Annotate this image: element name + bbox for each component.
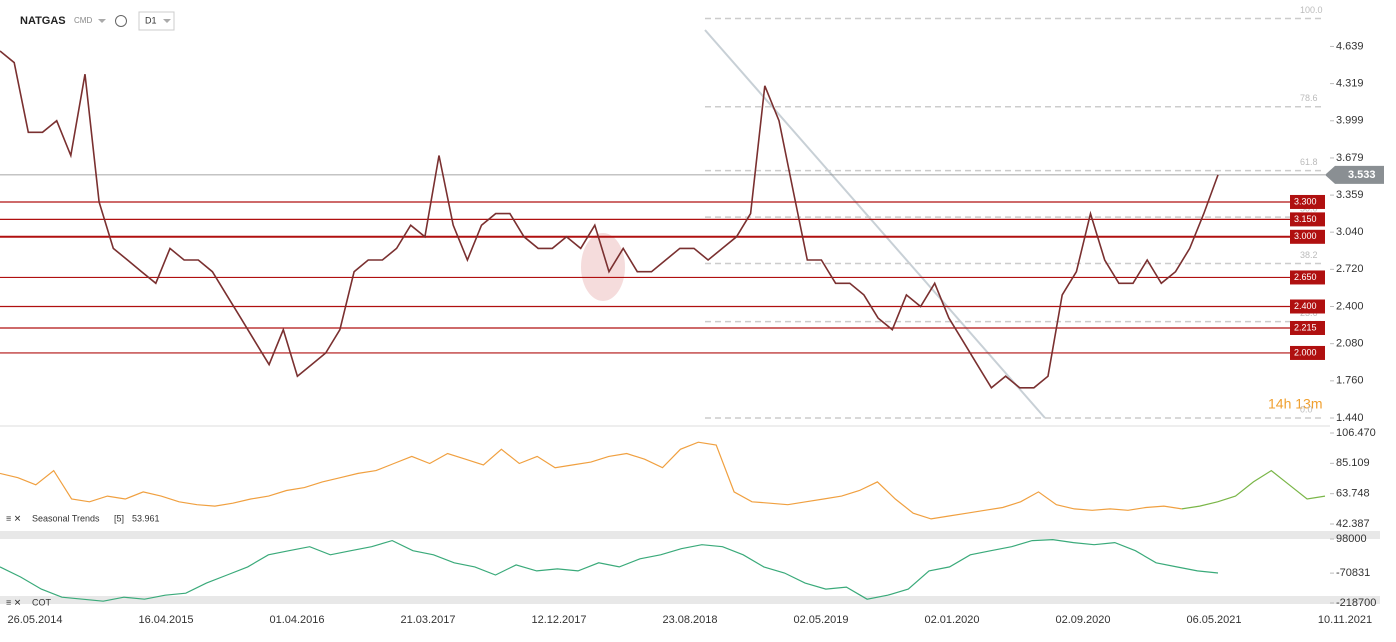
dropdown-arrow[interactable] (98, 19, 106, 23)
dropdown-arrow[interactable] (163, 19, 171, 23)
level-label: 2.000 (1294, 347, 1317, 357)
y-tick-label: 3.679 (1336, 152, 1364, 164)
cot-icon[interactable]: ≡ ✕ (6, 597, 21, 607)
interval-select[interactable] (138, 11, 175, 31)
x-tick-label: 02.05.2019 (793, 614, 848, 626)
y-tick-label: 3.999 (1336, 115, 1364, 127)
series-line (1181, 469, 1326, 510)
level-tag (1290, 299, 1325, 314)
fib-label: 100.0 (1300, 5, 1323, 15)
y-tick-label: 106.470 (1336, 427, 1376, 439)
x-tick-label: 21.03.2017 (400, 614, 455, 626)
level-label: 2.215 (1294, 322, 1317, 332)
series-line (0, 441, 1182, 520)
seasonal-value: 53.961 (132, 513, 160, 523)
interval[interactable]: D1 (145, 15, 157, 25)
y-tick-label: 2.400 (1336, 300, 1364, 312)
series-line (0, 50, 1219, 389)
level-label: 3.000 (1294, 231, 1317, 241)
fib-label: 61.8 (1300, 157, 1318, 167)
level-label: 2.400 (1294, 301, 1317, 311)
current-price-label: 3.533 (1348, 169, 1376, 181)
fib-label: 78.6 (1300, 93, 1318, 103)
level-label: 3.300 (1294, 196, 1317, 206)
info-icon[interactable] (115, 15, 127, 27)
level-tag (1290, 229, 1325, 244)
symbol[interactable]: NATGAS (20, 15, 66, 27)
y-tick-label: 2.080 (1336, 338, 1364, 350)
countdown: 14h 13m (1268, 396, 1322, 412)
fib-label: 0.0 (1300, 404, 1313, 414)
y-tick-label: 1.440 (1336, 412, 1364, 424)
y-tick-label: 1.760 (1336, 375, 1364, 387)
current-price-tag (1325, 165, 1384, 184)
y-tick-label: -70831 (1336, 567, 1370, 579)
x-tick-label: 02.09.2020 (1055, 614, 1110, 626)
y-tick-label: 3.040 (1336, 226, 1364, 238)
level-label: 3.150 (1294, 214, 1317, 224)
y-tick-label: 2.720 (1336, 263, 1364, 275)
x-tick-label: 26.05.2014 (7, 614, 62, 626)
market: CMD (74, 16, 92, 25)
x-tick-label: 12.12.2017 (531, 614, 586, 626)
y-tick-label: 4.639 (1336, 40, 1364, 52)
fib-label: 38.2 (1300, 250, 1318, 260)
level-tag (1290, 320, 1325, 335)
level-tag (1290, 194, 1325, 209)
level-tag (1290, 345, 1325, 360)
x-tick-label: 02.01.2020 (924, 614, 979, 626)
level-tag (1290, 212, 1325, 227)
x-tick-label: 16.04.2015 (138, 614, 193, 626)
x-tick-label: 06.05.2021 (1186, 614, 1241, 626)
pane-separator (0, 531, 1380, 539)
cot-name: COT (32, 597, 52, 607)
y-tick-label: 98000 (1336, 533, 1367, 545)
y-tick-label: -218700 (1336, 597, 1376, 609)
y-tick-label: 63.748 (1336, 488, 1370, 500)
y-tick-label: 42.387 (1336, 518, 1370, 530)
y-tick-label: 3.359 (1336, 189, 1364, 201)
seasonal-name: Seasonal Trends (32, 513, 100, 523)
x-tick-label: 10.11.2021 (1318, 614, 1372, 626)
pane-separator (0, 596, 1380, 604)
series-line (0, 538, 1219, 602)
y-tick-label: 4.319 (1336, 78, 1364, 90)
seasonal-icon[interactable]: ≡ ✕ (6, 513, 21, 523)
x-tick-label: 23.08.2018 (662, 614, 717, 626)
seasonal-param: [5] (114, 513, 124, 523)
level-label: 2.650 (1294, 272, 1317, 282)
x-tick-label: 01.04.2016 (269, 614, 324, 626)
y-tick-label: 85.109 (1336, 457, 1370, 469)
highlight-ellipse (581, 233, 625, 301)
level-tag (1290, 270, 1325, 285)
